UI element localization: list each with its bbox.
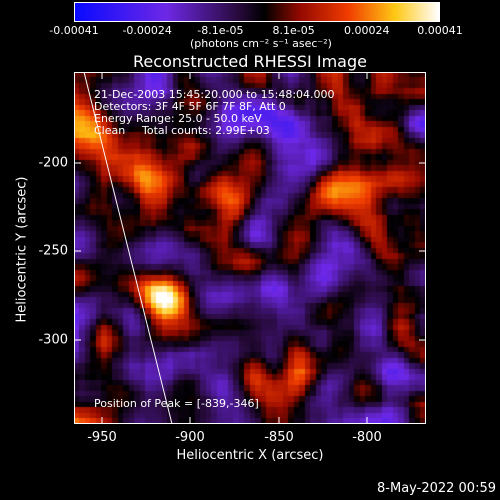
- heatmap-image: [74, 72, 426, 424]
- x-tick-label: -950: [87, 430, 117, 445]
- y-tick-label: -300: [38, 332, 68, 348]
- x-tick-label: -900: [175, 430, 205, 445]
- y-tick-label: -250: [38, 243, 68, 259]
- annotation-energy: Energy Range: 25.0 - 50.0 keV: [94, 112, 262, 125]
- colorbar: [74, 2, 440, 22]
- colorbar-tick-label: -0.00041: [49, 24, 99, 37]
- colorbar-tick-label: -0.00024: [122, 24, 172, 37]
- chart-title: Reconstructed RHESSI Image: [133, 52, 367, 71]
- colorbar-tick-label: 8.1e-05: [272, 24, 315, 37]
- colorbar-tick-label: 0.00024: [344, 24, 390, 37]
- solar-limb-line: [83, 72, 173, 424]
- plot-frame: [74, 72, 426, 424]
- x-tick-label: -850: [264, 430, 294, 445]
- annotation-peak: Position of Peak = [-839,-346]: [94, 397, 259, 410]
- colorbar-gradient: [75, 3, 439, 21]
- annotation-clean: Clean: [94, 124, 126, 137]
- y-axis-label: Heliocentric Y (arcsec): [14, 176, 30, 323]
- x-tick-label: -800: [352, 430, 382, 445]
- plot-area: 21-Dec-2003 15:45:20.000 to 15:48:04.000…: [74, 72, 426, 424]
- plot-overlay: [74, 72, 426, 424]
- annotation-total-counts: Total counts: 2.99E+03: [142, 124, 270, 137]
- colorbar-unit-label: (photons cm⁻² s⁻¹ asec⁻²): [190, 37, 332, 50]
- annotation-time: 21-Dec-2003 15:45:20.000 to 15:48:04.000: [94, 88, 335, 101]
- annotation-detectors: Detectors: 3F 4F 5F 6F 7F 8F, Att 0: [94, 100, 286, 113]
- footer-timestamp: 8-May-2022 00:59: [377, 481, 496, 496]
- y-tick-label: -200: [38, 155, 68, 171]
- x-axis-label: Heliocentric X (arcsec): [176, 448, 324, 463]
- colorbar-ticks: -0.00041 -0.00024 -8.1e-05 8.1e-05 0.000…: [49, 24, 462, 38]
- colorbar-tick-label: 0.00041: [417, 24, 463, 37]
- colorbar-tick-label: -8.1e-05: [197, 24, 244, 37]
